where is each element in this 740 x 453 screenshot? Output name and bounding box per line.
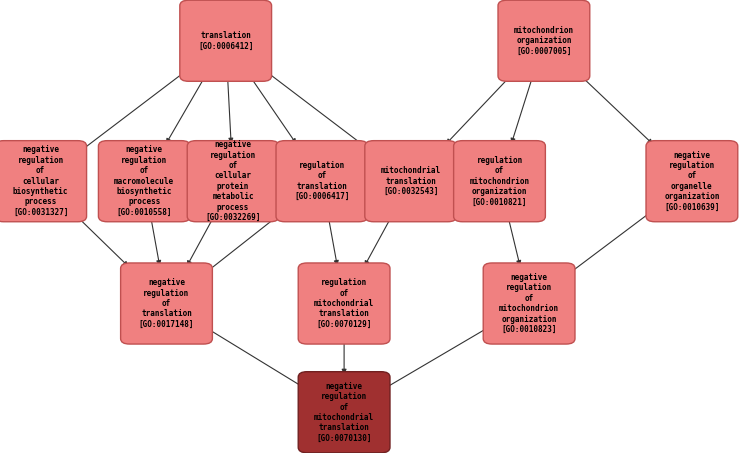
FancyBboxPatch shape <box>0 140 87 222</box>
FancyBboxPatch shape <box>454 140 545 222</box>
Text: regulation
of
mitochondrial
translation
[GO:0070129]: regulation of mitochondrial translation … <box>314 278 374 329</box>
Text: negative
regulation
of
translation
[GO:0017148]: negative regulation of translation [GO:0… <box>139 278 194 329</box>
FancyBboxPatch shape <box>298 371 390 453</box>
FancyBboxPatch shape <box>187 140 279 222</box>
Text: negative
regulation
of
mitochondrion
organization
[GO:0010823]: negative regulation of mitochondrion org… <box>499 273 559 334</box>
FancyBboxPatch shape <box>180 0 272 82</box>
Text: regulation
of
translation
[GO:0006417]: regulation of translation [GO:0006417] <box>294 161 349 201</box>
FancyBboxPatch shape <box>98 140 190 222</box>
Text: translation
[GO:0006412]: translation [GO:0006412] <box>198 31 253 50</box>
Text: mitochondrial
translation
[GO:0032543]: mitochondrial translation [GO:0032543] <box>380 166 441 196</box>
FancyBboxPatch shape <box>498 0 590 82</box>
FancyBboxPatch shape <box>121 263 212 344</box>
FancyBboxPatch shape <box>365 140 457 222</box>
FancyBboxPatch shape <box>276 140 368 222</box>
Text: negative
regulation
of
mitochondrial
translation
[GO:0070130]: negative regulation of mitochondrial tra… <box>314 382 374 443</box>
FancyBboxPatch shape <box>298 263 390 344</box>
Text: regulation
of
mitochondrion
organization
[GO:0010821]: regulation of mitochondrion organization… <box>469 156 530 207</box>
Text: negative
regulation
of
cellular
protein
metabolic
process
[GO:0032269]: negative regulation of cellular protein … <box>206 140 261 222</box>
FancyBboxPatch shape <box>483 263 575 344</box>
Text: negative
regulation
of
cellular
biosynthetic
process
[GO:0031327]: negative regulation of cellular biosynth… <box>13 145 69 217</box>
FancyBboxPatch shape <box>646 140 738 222</box>
Text: mitochondrion
organization
[GO:0007005]: mitochondrion organization [GO:0007005] <box>514 26 574 56</box>
Text: negative
regulation
of
macromolecule
biosynthetic
process
[GO:0010558]: negative regulation of macromolecule bio… <box>114 145 175 217</box>
Text: negative
regulation
of
organelle
organization
[GO:0010639]: negative regulation of organelle organiz… <box>665 151 720 212</box>
